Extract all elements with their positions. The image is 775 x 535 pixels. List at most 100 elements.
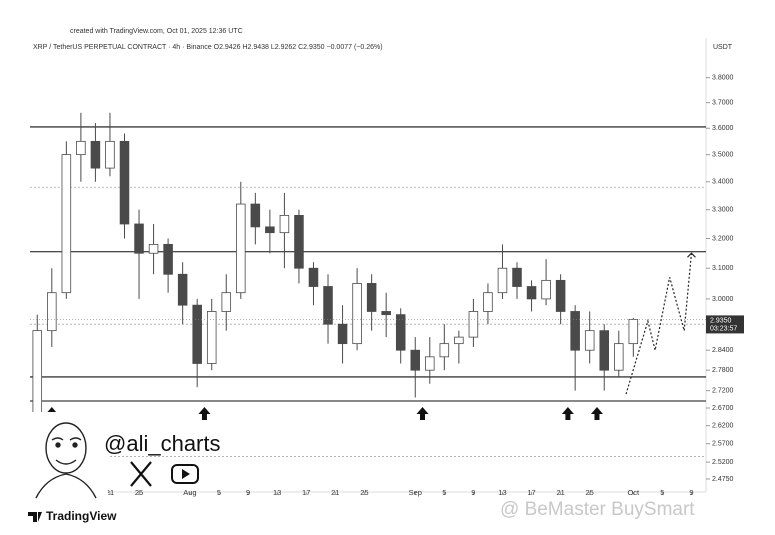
y-tick-label: 2.5200	[712, 459, 734, 466]
candle-body	[105, 140, 115, 169]
youtube-icon	[171, 464, 199, 484]
x-tick-label: 21	[331, 488, 339, 497]
watermark: @ BeMaster BuySmart	[500, 499, 695, 520]
x-tick-label: 25	[586, 488, 594, 497]
candle-body	[323, 286, 333, 325]
y-tick-label: 2.6200	[712, 423, 734, 430]
candle-body	[483, 292, 493, 312]
y-tick-label: 3.7000	[712, 99, 734, 106]
y-tick-label: 2.4750	[712, 476, 734, 483]
candle-body	[352, 283, 362, 345]
arrow	[198, 407, 211, 421]
candle-body	[163, 243, 173, 275]
candle-body	[308, 267, 319, 287]
candle-body	[47, 292, 57, 332]
y-tick-label: 2.8400	[712, 347, 734, 354]
candle-body	[294, 214, 304, 269]
candle-body	[497, 267, 508, 294]
last-price-box	[706, 315, 744, 334]
x-icon	[130, 461, 152, 487]
avatar-bg	[28, 412, 108, 498]
candle-body	[337, 323, 348, 345]
candle-body	[148, 243, 159, 254]
y-tick-label: 3.8000	[712, 75, 734, 82]
candle-body	[410, 349, 421, 371]
candle-body	[236, 203, 246, 294]
y-tick-label: 3.3000	[712, 207, 734, 214]
x-tick-label: 5	[442, 488, 446, 497]
candle-body	[454, 336, 464, 345]
author-handle: @ali_charts	[104, 431, 221, 456]
y-tick-label: 2.7800	[712, 367, 734, 374]
candle-body	[265, 226, 275, 234]
plot: 3.8000 3.7000 3.6000 3.5000 3.4000 3.3000 3.20…	[30, 75, 744, 497]
candle-body	[119, 140, 130, 225]
candle-body	[555, 279, 566, 312]
tv-logo: TradingView	[28, 509, 117, 523]
candle-body	[439, 343, 450, 358]
candle-body	[468, 311, 479, 338]
y-tick-label: 3.5000	[712, 151, 734, 158]
candle-body	[177, 273, 188, 306]
y-tick-label: 2.6700	[712, 405, 734, 412]
arrow	[561, 407, 574, 421]
candle-body	[90, 140, 101, 169]
x-tick-label: Oct	[627, 488, 640, 497]
y-tick-label: 3.6000	[712, 125, 734, 132]
projection-arrowhead	[687, 252, 696, 258]
x-tick-label: 17	[527, 488, 535, 497]
x-tick-label: 21	[556, 488, 564, 497]
arrow	[416, 407, 429, 421]
x-tick-label: 9	[471, 488, 475, 497]
x-tick-label: 25	[135, 488, 143, 497]
candle-body	[206, 311, 217, 364]
currency: USDT	[713, 44, 733, 51]
candle-body	[381, 311, 391, 316]
x-tick-label: 5	[217, 488, 221, 497]
x-tick-label: Sep	[409, 488, 422, 497]
countdown-label: 03:23:57	[710, 325, 737, 332]
logo-text: TradingView	[46, 509, 117, 523]
x-tick-label: Aug	[183, 488, 196, 497]
candle-body	[250, 203, 261, 228]
candle-body	[221, 292, 232, 312]
projection-path	[625, 253, 693, 395]
y-tick-label: 3.2000	[712, 235, 734, 242]
candle-body	[192, 304, 202, 364]
candle-body	[628, 319, 639, 345]
x-tick-label: 21	[106, 488, 114, 497]
candle-body	[61, 154, 72, 294]
candle-body	[526, 286, 537, 300]
candle-body	[279, 214, 290, 234]
x-tick-label: 17	[302, 488, 310, 497]
x-tick-label: 9	[246, 488, 250, 497]
y-tick-label: 3.1000	[712, 265, 734, 272]
candle-body	[584, 330, 595, 351]
y-tick-label: 2.5700	[712, 441, 734, 448]
candle-body	[395, 314, 406, 351]
avatar	[35, 422, 97, 499]
x-tick-label: 13	[498, 488, 506, 497]
candle-body	[134, 223, 144, 254]
y-tick-label: 3.0000	[712, 296, 734, 303]
x-tick-label: 9	[689, 488, 693, 497]
candle-body	[425, 356, 435, 371]
candle-body	[541, 279, 551, 300]
y-tick-label: 3.4000	[712, 179, 734, 186]
y-tick-label: 2.7200	[712, 387, 734, 394]
candle-body	[599, 330, 609, 371]
candle-body	[614, 343, 624, 371]
header-note: created with TradingView.com, Oct 01, 20…	[70, 28, 243, 35]
candle-body	[512, 267, 522, 287]
x-tick-label: 25	[360, 488, 368, 497]
arrow	[590, 407, 603, 421]
x-tick-label: 5	[660, 488, 664, 497]
candle-body	[570, 311, 580, 351]
x-tick-label: 13	[273, 488, 281, 497]
candle-body	[76, 140, 86, 156]
symbol-line: XRP / TetherUS PERPETUAL CONTRACT · 4h ·…	[33, 44, 383, 51]
candle-body	[366, 283, 377, 312]
overlay: @ali_charts TradingView @ BeMaster BuySm…	[28, 412, 695, 523]
